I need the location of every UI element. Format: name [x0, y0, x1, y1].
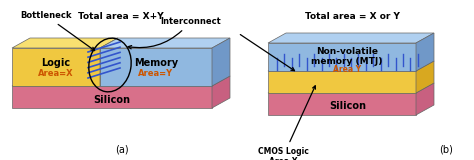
Polygon shape	[268, 93, 416, 115]
Polygon shape	[268, 83, 434, 93]
Text: Logic: Logic	[41, 58, 71, 68]
Polygon shape	[100, 38, 118, 86]
Text: Total area = X+Y: Total area = X+Y	[78, 12, 164, 21]
Text: Area Y: Area Y	[333, 65, 361, 75]
Text: Bottleneck: Bottleneck	[20, 11, 95, 51]
Polygon shape	[12, 86, 212, 108]
Text: (b): (b)	[439, 145, 453, 155]
Text: Silicon: Silicon	[93, 95, 130, 105]
Polygon shape	[268, 43, 416, 71]
Polygon shape	[416, 33, 434, 71]
Polygon shape	[212, 38, 230, 86]
Text: Area=Y: Area=Y	[138, 69, 173, 79]
Text: Area=X: Area=X	[38, 69, 74, 79]
Text: (a): (a)	[115, 145, 129, 155]
Polygon shape	[268, 71, 416, 93]
Polygon shape	[212, 76, 230, 108]
Text: Total area = X or Y: Total area = X or Y	[305, 12, 400, 21]
Polygon shape	[268, 33, 434, 43]
Text: Silicon: Silicon	[329, 101, 366, 111]
Polygon shape	[12, 38, 118, 48]
Text: memory (MTJ): memory (MTJ)	[311, 56, 383, 65]
Text: Interconnect: Interconnect	[128, 17, 221, 49]
Text: Memory: Memory	[134, 58, 178, 68]
Polygon shape	[12, 48, 100, 86]
Polygon shape	[100, 48, 212, 86]
Polygon shape	[12, 76, 230, 86]
Polygon shape	[416, 61, 434, 93]
Polygon shape	[268, 61, 434, 71]
Polygon shape	[416, 83, 434, 115]
Polygon shape	[100, 38, 230, 48]
Text: Non-volatile: Non-volatile	[316, 47, 378, 56]
Text: CMOS Logic
Area X: CMOS Logic Area X	[257, 86, 315, 160]
